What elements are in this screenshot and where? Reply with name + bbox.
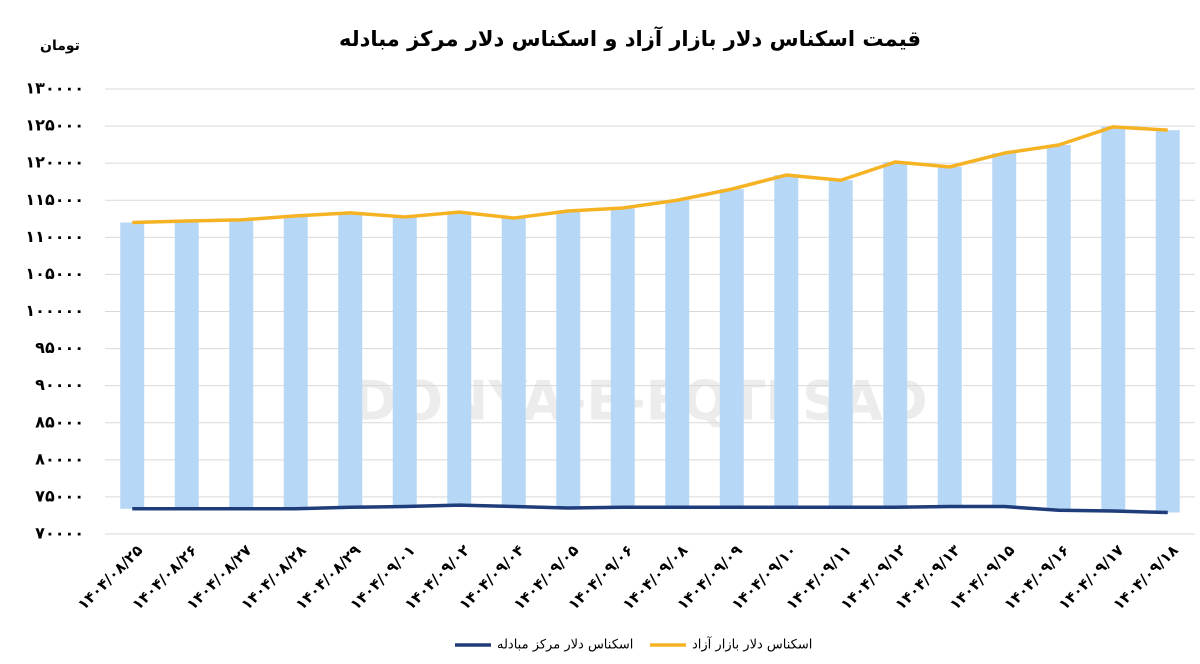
y-tick-label: ۷۰۰۰۰ — [35, 524, 84, 543]
gap-bar — [1155, 130, 1180, 513]
gap-bar — [338, 212, 363, 508]
legend-label: اسکناس دلار بازار آزاد — [692, 636, 812, 653]
legend-label: اسکناس دلار مرکز مبادله — [497, 638, 633, 653]
y-tick-label: ۱۲۵۰۰۰ — [25, 116, 84, 135]
y-axis-label: تومان — [40, 38, 80, 54]
gap-bar — [610, 208, 635, 508]
y-tick-label: ۱۰۵۰۰۰ — [25, 264, 84, 283]
gap-bar — [392, 216, 417, 507]
gap-bar — [1101, 126, 1126, 512]
gap-bar — [992, 153, 1017, 507]
gap-bar — [665, 200, 690, 508]
gap-bar — [719, 189, 744, 508]
series-line — [132, 125, 1168, 225]
series-line — [132, 503, 1168, 515]
y-tick-label: ۹۵۰۰۰ — [35, 338, 84, 357]
y-tick-label: ۸۰۰۰۰ — [35, 449, 84, 468]
gap-bar — [447, 212, 472, 506]
gap-bar — [828, 180, 853, 508]
y-tick-label: ۱۰۰۰۰۰ — [25, 301, 84, 320]
y-tick-label: ۱۳۰۰۰۰ — [25, 79, 84, 98]
y-tick-label: ۸۵۰۰۰ — [35, 412, 84, 431]
gap-bar — [120, 222, 145, 509]
gap-bar — [937, 166, 962, 507]
gap-bar — [229, 219, 254, 509]
gap-bar — [1046, 144, 1071, 511]
y-tick-label: ۱۱۵۰۰۰ — [25, 190, 84, 209]
y-tick-label: ۱۲۰۰۰۰ — [25, 153, 84, 172]
gap-bar — [883, 162, 908, 508]
y-tick-label: ۱۱۰۰۰۰ — [25, 227, 84, 246]
gap-bar — [556, 211, 581, 509]
chart-title: قیمت اسکناس دلار بازار آزاد و اسکناس دلا… — [339, 26, 921, 51]
gap-bar — [501, 218, 526, 507]
y-tick-label: ۷۵۰۰۰ — [35, 486, 84, 505]
y-tick-label: ۹۰۰۰۰ — [35, 375, 84, 394]
gap-bar — [283, 215, 308, 509]
gap-bar — [174, 221, 199, 509]
gap-bar — [774, 175, 799, 508]
